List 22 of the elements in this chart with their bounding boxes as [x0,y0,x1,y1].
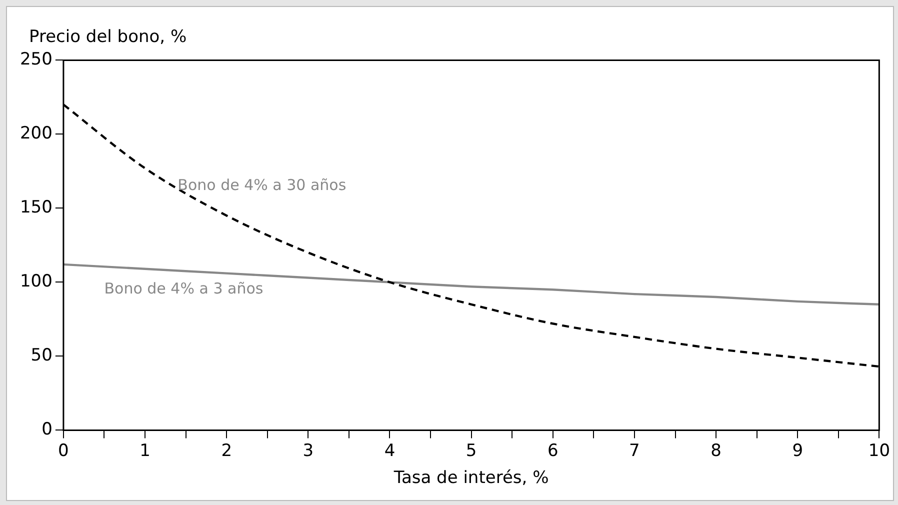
line-series [63,263,880,306]
y-tick-label: 0 [42,420,52,440]
x-tick-label: 8 [710,440,722,461]
x-tick-label: 5 [466,440,477,461]
annotation: Bono de 4% a 30 años [178,176,346,194]
y-tick-label: 250 [20,50,52,70]
x-tick-label: 6 [547,440,558,461]
x-tick-label: 0 [58,440,69,461]
annotation: Bono de 4% a 3 años [104,279,264,298]
x-tick-label: 3 [302,440,314,461]
y-tick-label: 200 [20,124,52,144]
x-tick-label: 10 [868,440,890,461]
x-tick-label: 1 [140,440,150,461]
y-tick-label: 50 [30,346,52,366]
x-tick-label: 7 [629,440,640,461]
y-tick-label: 100 [20,272,52,292]
x-axis-title: Tasa de interés, % [392,468,549,488]
y-axis-title: Precio del bono, % [29,27,187,47]
x-tick-label: 9 [792,440,804,461]
x-tick-label: 2 [221,440,232,461]
y-tick-label: 150 [20,198,52,218]
x-tick-label: 4 [384,440,396,461]
